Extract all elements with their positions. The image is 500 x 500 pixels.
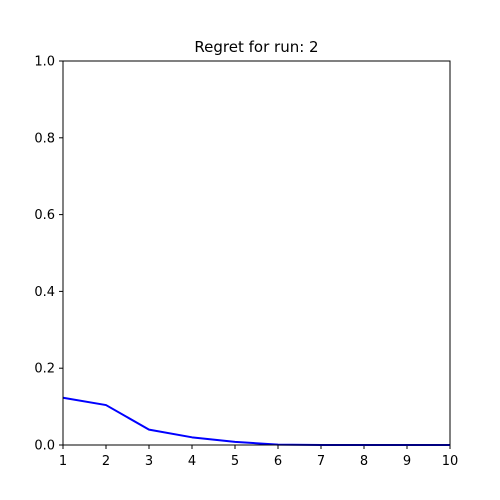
x-tick-label: 1 (59, 454, 67, 469)
x-tick-label: 3 (145, 454, 153, 469)
x-tick-label: 10 (442, 454, 459, 469)
y-tick-label: 0.6 (34, 208, 55, 223)
y-axis: 0.0 0.2 0.4 0.6 0.8 1.0 (34, 55, 63, 454)
x-tick-label: 9 (403, 454, 411, 469)
chart-title: Regret for run: 2 (194, 38, 318, 56)
y-tick-label: 0.8 (34, 131, 55, 146)
y-tick-label: 0.2 (34, 362, 55, 377)
y-tick-label: 0.0 (34, 439, 55, 454)
x-tick-label: 5 (231, 454, 239, 469)
y-tick-label: 1.0 (34, 55, 55, 70)
x-tick-label: 8 (360, 454, 368, 469)
y-tick-label: 0.4 (34, 285, 55, 300)
x-tick-label: 6 (274, 454, 282, 469)
x-tick-label: 4 (188, 454, 196, 469)
plot-area-frame (62, 60, 451, 446)
x-tick-label: 7 (317, 454, 325, 469)
x-tick-label: 2 (102, 454, 110, 469)
x-axis: 1 2 3 4 5 6 7 8 9 10 (59, 445, 458, 469)
